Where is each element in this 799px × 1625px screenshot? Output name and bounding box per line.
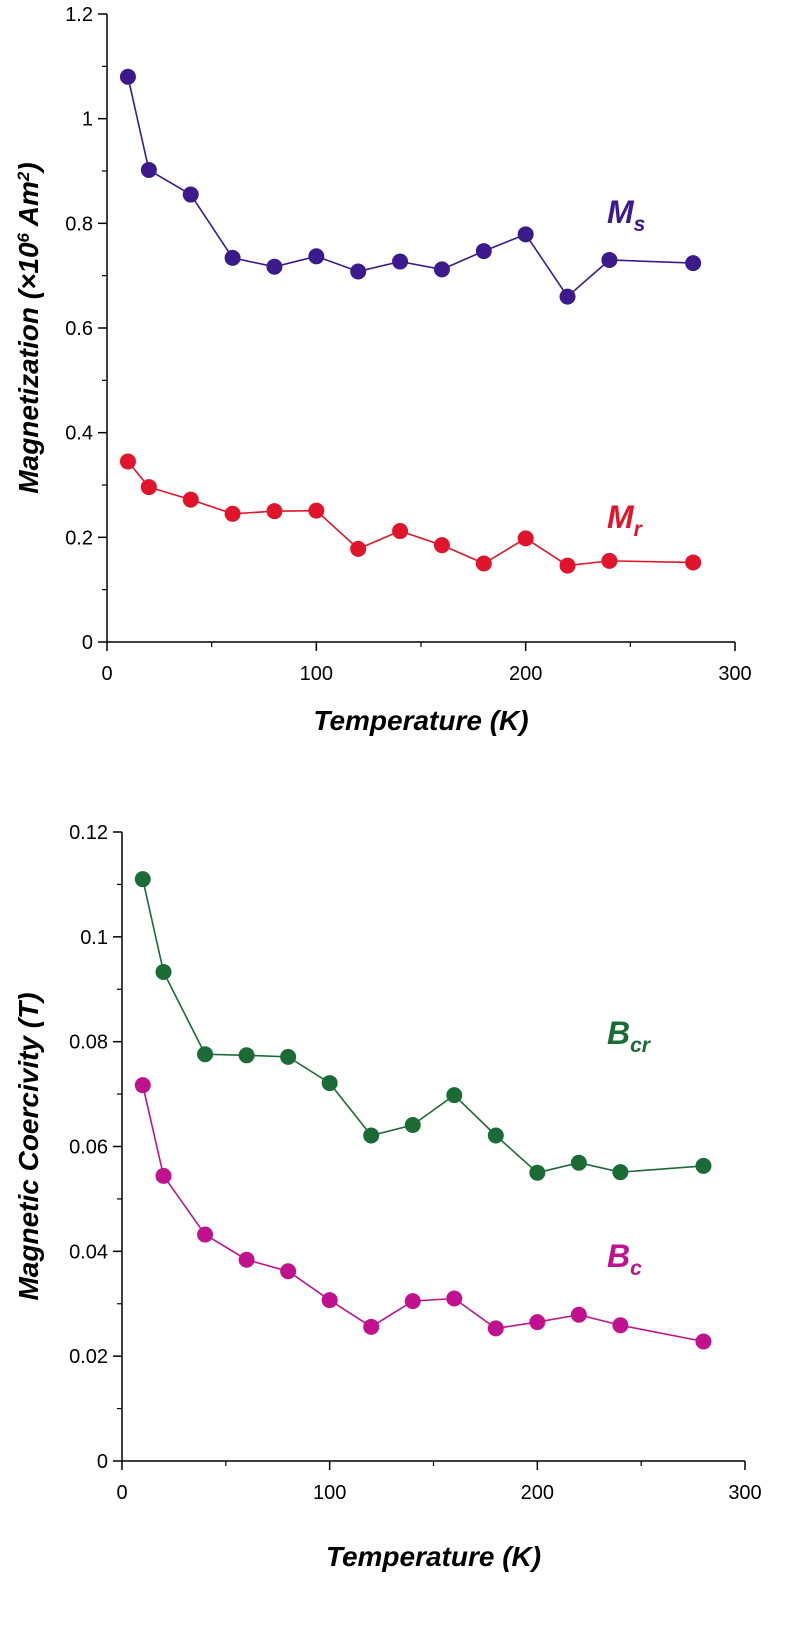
data-point (685, 554, 702, 571)
y-tick-label: 0 (97, 1451, 108, 1473)
y-tick-label: 0.1 (80, 927, 108, 949)
data-point (238, 1047, 255, 1064)
data-point (559, 557, 576, 574)
y-tick-label: 1 (82, 109, 93, 131)
y-tick-label: 0 (82, 632, 93, 654)
y-axis-title: Magnetic Coercivity (T) (13, 992, 44, 1300)
data-point (119, 68, 136, 85)
data-point (559, 288, 576, 305)
data-point (308, 502, 325, 519)
x-tick-label: 0 (116, 1482, 127, 1504)
x-tick-label: 100 (300, 663, 333, 685)
data-point (140, 161, 157, 178)
data-point (404, 1293, 421, 1310)
data-point (266, 503, 283, 520)
data-point (140, 479, 157, 496)
x-tick-label: 200 (521, 1482, 554, 1504)
x-tick-label: 300 (728, 1482, 761, 1504)
data-point (475, 243, 492, 260)
data-point (363, 1127, 380, 1144)
x-axis-title: Temperature (K) (313, 705, 528, 736)
y-tick-label: 0.6 (65, 318, 93, 340)
data-point (529, 1314, 546, 1331)
y-tick-label: 0.12 (69, 822, 108, 844)
data-point (446, 1290, 463, 1307)
y-tick-label: 0.04 (69, 1241, 108, 1263)
x-tick-label: 0 (101, 663, 112, 685)
data-point (612, 1317, 629, 1334)
data-point (517, 530, 534, 547)
series-label: Bcr (607, 1015, 652, 1057)
data-point (446, 1087, 463, 1104)
data-point (182, 186, 199, 203)
series-label: Ms (607, 194, 645, 236)
data-point (350, 263, 367, 280)
data-point (529, 1164, 546, 1181)
data-point (475, 555, 492, 572)
series-line (127, 76, 694, 298)
x-tick-label: 200 (509, 663, 542, 685)
data-point (433, 261, 450, 278)
y-tick-label: 0.02 (69, 1346, 108, 1368)
data-point (321, 1075, 338, 1092)
data-point (350, 540, 367, 557)
y-axis-title: Magnetization (×106 Am2) (13, 162, 44, 493)
data-point (308, 248, 325, 265)
data-point (197, 1226, 214, 1243)
data-point (570, 1154, 587, 1171)
data-point (119, 453, 136, 470)
y-tick-label: 0.2 (65, 527, 93, 549)
data-point (134, 871, 151, 888)
data-point (321, 1292, 338, 1309)
data-point (487, 1320, 504, 1337)
y-tick-label: 0.06 (69, 1137, 108, 1159)
data-point (224, 505, 241, 522)
data-point (155, 1167, 172, 1184)
data-point (601, 552, 618, 569)
data-point (695, 1157, 712, 1174)
series-ms: Ms (119, 68, 702, 305)
data-point (433, 537, 450, 554)
data-point (570, 1306, 587, 1323)
data-point (404, 1117, 421, 1134)
x-axis-title: Temperature (K) (326, 1541, 541, 1572)
data-point (612, 1164, 629, 1181)
data-point (685, 255, 702, 272)
coercivity-chart: 0 0.02 0.04 0.06 0.08 0.1 0.12 0 100 200 300 Temper… (13, 822, 762, 1572)
data-point (266, 258, 283, 275)
data-point (392, 523, 409, 540)
data-point (392, 253, 409, 270)
data-point (517, 226, 534, 243)
x-tick-label: 300 (718, 663, 751, 685)
series-line (141, 1084, 704, 1343)
data-point (280, 1263, 297, 1280)
magnetization-chart: 0 0.2 0.4 0.6 0.8 1 1.2 0 100 200 300 Temperature (… (13, 4, 752, 736)
series-bcr: Bcr (134, 871, 712, 1181)
x-tick-label: 100 (313, 1482, 346, 1504)
y-tick-label: 1.2 (65, 4, 93, 26)
series-label: Bc (607, 1238, 642, 1280)
data-point (155, 963, 172, 980)
series-label: Mr (607, 499, 644, 541)
data-point (134, 1077, 151, 1094)
data-point (182, 491, 199, 508)
data-point (487, 1127, 504, 1144)
data-point (363, 1318, 380, 1335)
data-point (695, 1333, 712, 1350)
data-point (280, 1048, 297, 1065)
data-point (238, 1251, 255, 1268)
series-bc: Bc (134, 1077, 712, 1350)
y-tick-label: 0.8 (65, 213, 93, 235)
series-mr: Mr (119, 453, 702, 574)
y-tick-label: 0.08 (69, 1032, 108, 1054)
data-point (601, 251, 618, 268)
y-tick-label: 0.4 (65, 423, 93, 445)
data-point (197, 1046, 214, 1063)
data-point (224, 249, 241, 266)
